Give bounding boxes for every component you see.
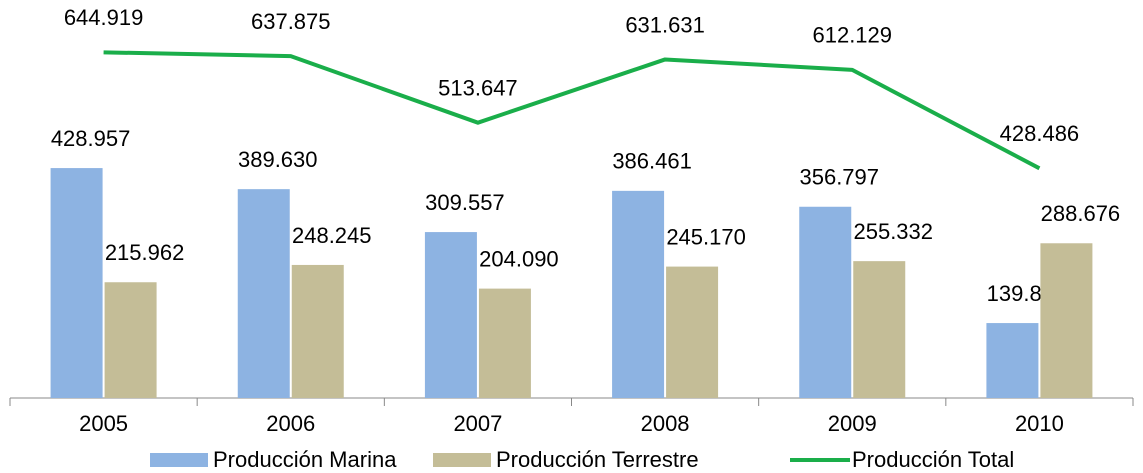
bar: [478, 288, 531, 398]
bar: [853, 261, 906, 398]
data-label: 215.962: [105, 240, 185, 265]
bar: [424, 232, 477, 398]
bar: [237, 189, 290, 398]
data-label: 637.875: [251, 9, 331, 34]
x-tick-label: 2005: [79, 411, 128, 436]
data-label: 309.557: [425, 190, 505, 215]
data-label: 356.797: [799, 165, 879, 190]
bar: [666, 266, 719, 398]
x-tick-label: 2008: [641, 411, 690, 436]
bar: [986, 323, 1039, 398]
data-label: 631.631: [625, 12, 705, 37]
bar: [104, 282, 157, 398]
bar: [1040, 243, 1093, 398]
bar: [612, 190, 665, 398]
legend-label: Producción Marina: [213, 447, 397, 472]
x-tick-label: 2009: [828, 411, 877, 436]
data-label: 248.245: [292, 223, 372, 248]
data-label: 612.129: [812, 23, 892, 48]
data-label: 644.919: [64, 5, 144, 30]
data-label: 288.676: [1041, 201, 1121, 226]
data-label: 255.332: [853, 219, 933, 244]
data-label: 428.957: [51, 126, 131, 151]
legend-swatch: [150, 453, 208, 467]
data-label: 389.630: [238, 147, 318, 172]
line: [103, 50, 1041, 171]
data-label: 428.486: [1000, 121, 1080, 146]
bar: [799, 206, 852, 398]
legend-swatch: [433, 453, 491, 467]
x-tick-label: 2007: [453, 411, 502, 436]
legend-label: Producción Terrestre: [496, 447, 699, 472]
data-label: 386.461: [612, 149, 692, 174]
legend-label: Producción Total: [852, 447, 1014, 472]
data-label: 513.647: [438, 75, 518, 100]
bar: [50, 168, 103, 398]
data-label: 245.170: [666, 224, 746, 249]
data-label: 204.090: [479, 246, 559, 271]
x-tick-label: 2006: [266, 411, 315, 436]
bar: [291, 264, 344, 398]
x-tick-label: 2010: [1015, 411, 1064, 436]
